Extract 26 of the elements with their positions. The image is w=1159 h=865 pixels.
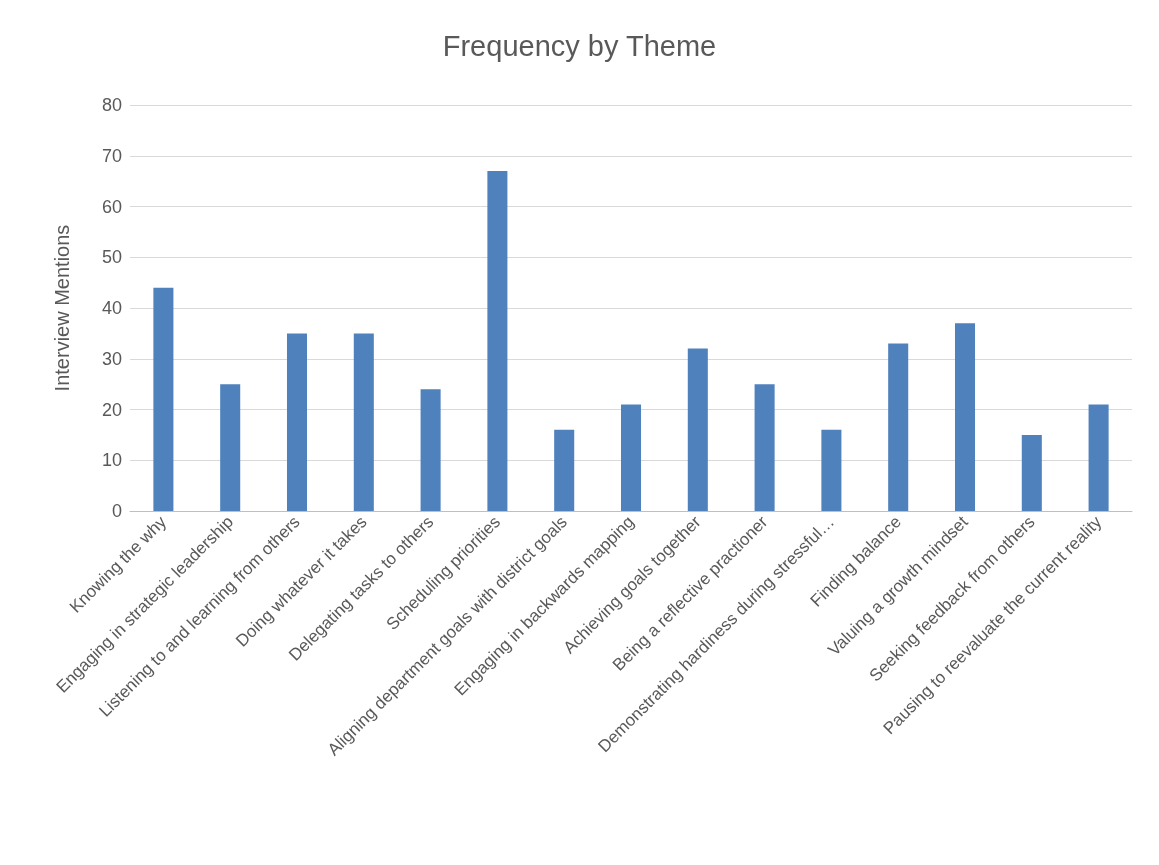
y-tick-label: 70 (101, 145, 122, 166)
y-tick-label: 80 (101, 95, 122, 115)
bar (888, 343, 909, 511)
bar (821, 429, 842, 511)
bar (353, 333, 374, 511)
bar (1088, 404, 1109, 511)
bar (687, 348, 708, 511)
y-axis-title: Interview Mentions (51, 224, 73, 392)
bar (1021, 434, 1042, 511)
y-tick-label: 50 (101, 247, 122, 268)
bar (286, 333, 308, 511)
bar (153, 287, 174, 511)
bar (487, 170, 508, 511)
bar (420, 389, 441, 511)
y-tick-label: 60 (101, 196, 122, 217)
y-tick-label: 30 (101, 348, 122, 369)
chart-title: Frequency by Theme (442, 29, 717, 62)
bar (620, 404, 642, 511)
y-tick-label: 40 (101, 298, 122, 318)
bar (954, 323, 976, 511)
y-tick-label: 0 (111, 501, 122, 521)
bar (754, 384, 775, 511)
y-tick-label: 10 (101, 450, 122, 471)
bar (220, 384, 241, 511)
bar (554, 429, 575, 511)
y-tick-label: 20 (101, 399, 122, 420)
